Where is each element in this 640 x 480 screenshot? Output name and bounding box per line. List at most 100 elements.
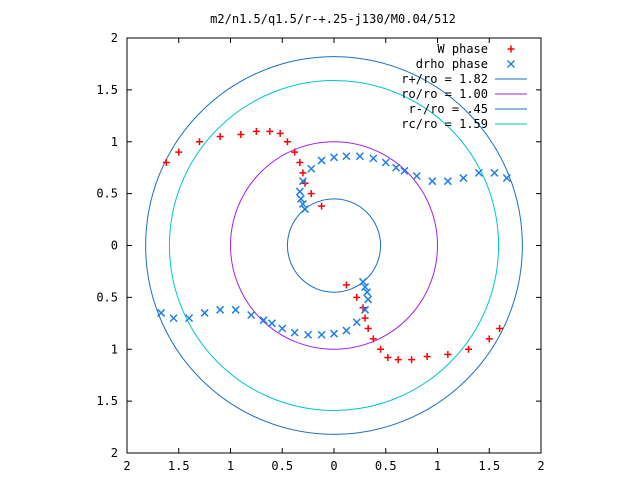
w-phase-point xyxy=(299,169,307,177)
drho-phase-point xyxy=(490,168,499,177)
y-tick-label: 2 xyxy=(111,446,118,460)
w-phase-point xyxy=(444,350,452,358)
drho-phase-point xyxy=(428,177,437,186)
w-phase-point xyxy=(307,190,315,198)
drho-phase-point xyxy=(169,314,178,323)
drho-phase-point xyxy=(317,156,326,165)
w-phase-point xyxy=(384,354,392,362)
drho-phase-point xyxy=(369,154,378,163)
x-tick-label: 0.5 xyxy=(375,459,397,473)
y-tick-label: 1 xyxy=(111,342,118,356)
drho-phase-point xyxy=(329,329,339,338)
legend-marker xyxy=(507,45,515,53)
axis-ticks: 2 1.5 1 0.5 0 0.5 1 1.5 221.510.500.511.52 xyxy=(96,31,544,473)
drho-phase-point xyxy=(355,152,364,161)
w-phase-point xyxy=(423,353,431,361)
drho-phase-point xyxy=(278,324,287,333)
w-phase-point xyxy=(377,345,385,353)
w-phase-point xyxy=(252,127,260,135)
drho-phase-point xyxy=(290,328,299,337)
drho-phase-point xyxy=(502,174,511,183)
drho-phase-point xyxy=(200,308,209,317)
drho-phase-point xyxy=(295,187,304,196)
drho-phase-point xyxy=(259,316,268,325)
drho-phase-point xyxy=(157,308,166,317)
w-phase-point xyxy=(361,314,369,322)
w-phase-point xyxy=(342,281,350,289)
chart-title: m2/n1.5/q1.5/r-+.25-j130/M0.04/512 xyxy=(210,12,456,26)
w-phase-point xyxy=(496,325,504,332)
w-phase-point xyxy=(369,335,377,343)
y-tick-label: 0.5 xyxy=(96,290,118,304)
legend-label: W phase xyxy=(437,42,488,56)
w-phase-point xyxy=(364,325,372,332)
y-tick-label: 1.5 xyxy=(96,394,118,408)
w-phase-point xyxy=(283,138,291,146)
x-tick-label: 1 xyxy=(434,459,441,473)
drho-phase-point xyxy=(459,174,468,183)
drho-phase-point xyxy=(298,199,307,209)
y-tick-label: 0.5 xyxy=(96,187,118,201)
drho-phase-point xyxy=(307,164,316,173)
legend-marker xyxy=(506,59,516,69)
w-phase-point xyxy=(266,127,274,135)
x-tick-label: 2 xyxy=(123,459,130,473)
drho-phase-point xyxy=(361,282,370,292)
circle-1-82 xyxy=(145,56,523,435)
x-tick-label: 1.5 xyxy=(478,459,500,473)
circle-1-59 xyxy=(168,80,500,411)
w-phase-point xyxy=(291,148,299,156)
legend-label: r+/ro = 1.82 xyxy=(401,72,488,86)
w-phase-point xyxy=(353,293,361,301)
drho-phase-point xyxy=(400,166,409,175)
drho-phase-point xyxy=(247,310,256,320)
drho-phase-point xyxy=(185,314,194,323)
circle-0-45 xyxy=(286,198,382,293)
drho-phase-point xyxy=(363,288,372,297)
w-phase-point xyxy=(175,148,183,156)
w-phase-point xyxy=(394,356,402,364)
w-phase-point xyxy=(195,138,203,146)
legend-label: ro/ro = 1.00 xyxy=(401,87,488,101)
drho-phase-point xyxy=(231,305,240,314)
x-tick-label: 1 xyxy=(227,459,234,473)
drho-phase-point xyxy=(329,153,339,162)
drho-phase-point xyxy=(216,305,225,314)
x-tick-label: 0.5 xyxy=(271,459,293,473)
w-phase-point xyxy=(485,335,493,343)
w-phase-point xyxy=(318,202,326,210)
y-tick-label: 1 xyxy=(111,135,118,149)
circle-series xyxy=(145,56,523,435)
drho-phase-point xyxy=(381,158,390,167)
legend-label: r-/ro = .45 xyxy=(409,102,488,116)
w-phase-point xyxy=(162,159,170,166)
drho-phase-point xyxy=(317,330,326,339)
legend-label: rc/ro = 1.59 xyxy=(401,117,488,131)
w-phase-point xyxy=(408,356,416,364)
drho-phase-point xyxy=(267,319,276,328)
drho-phase-point xyxy=(296,194,305,203)
drho-phase-point xyxy=(364,295,373,304)
point-series xyxy=(157,127,511,364)
w-phase-point xyxy=(276,129,284,137)
drho-phase-point xyxy=(300,205,310,214)
drho-phase-point xyxy=(412,171,421,181)
drho-phase-point xyxy=(304,330,313,339)
y-tick-label: 2 xyxy=(111,31,118,45)
drho-phase-point xyxy=(443,177,452,186)
drho-phase-point xyxy=(392,163,401,172)
w-phase-point xyxy=(216,133,224,141)
x-tick-label: 0 xyxy=(330,459,337,473)
drho-phase-point xyxy=(352,318,361,327)
w-phase-point xyxy=(237,130,245,138)
y-tick-label: 1.5 xyxy=(96,83,118,97)
drho-phase-point xyxy=(361,305,370,314)
legend-label: drho phase xyxy=(416,57,488,71)
drho-phase-point xyxy=(298,177,307,186)
drho-phase-point xyxy=(474,168,483,177)
w-phase-point xyxy=(465,345,473,353)
y-tick-label: 0 xyxy=(111,239,118,253)
drho-phase-point xyxy=(342,152,351,161)
